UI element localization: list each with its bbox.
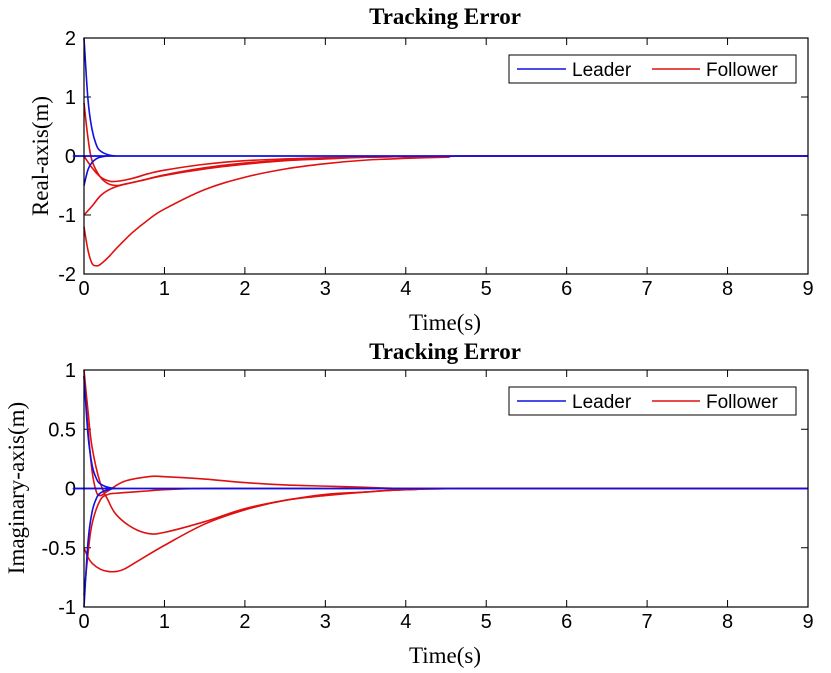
y-axis-label: Imaginary-axis(m)	[4, 402, 29, 574]
series-layer	[72, 37, 809, 267]
chart-real-axis: Tracking Error Time(s) Real-axis(m) 0 1 2 3…	[28, 4, 814, 335]
y-tick-label: -1	[58, 597, 76, 619]
series-layer	[72, 369, 809, 608]
legend-leader-label: Leader	[572, 392, 632, 413]
x-tick-label: 2	[239, 278, 250, 300]
y-tick-label: 0.5	[48, 419, 76, 441]
y-tick-label: 0	[65, 479, 76, 501]
chart-imaginary-axis: Tracking Error Time(s) Imaginary-axis(m)…	[4, 339, 814, 668]
x-axis-label: Time(s)	[409, 310, 481, 335]
plot-frame	[83, 37, 809, 275]
leader-series-line	[72, 155, 808, 186]
x-tick-label: 2	[239, 611, 250, 633]
x-tick-label: 8	[722, 278, 733, 300]
tick-layer: 0 1 2 3 4 5 6 7 8 9 -1 -0.5 0 0.5 1	[42, 360, 814, 633]
plot-frame	[83, 369, 809, 608]
legend: Leader Follower	[508, 386, 797, 416]
leader-series-line	[72, 487, 808, 608]
chart-title: Tracking Error	[369, 339, 521, 364]
y-tick-label: -2	[58, 264, 76, 286]
follower-series-line	[83, 155, 809, 216]
follower-series-line	[83, 487, 809, 573]
x-tick-label: 9	[802, 611, 813, 633]
follower-series-line	[83, 155, 809, 267]
x-tick-label: 4	[400, 278, 411, 300]
x-tick-label: 1	[159, 611, 170, 633]
x-tick-label: 0	[78, 611, 89, 633]
legend-follower-label: Follower	[706, 60, 778, 81]
x-tick-label: 6	[561, 278, 572, 300]
legend-leader-label: Leader	[572, 60, 632, 81]
follower-series-line	[83, 487, 808, 596]
y-tick-label: -0.5	[42, 538, 76, 560]
legend-follower-label: Follower	[706, 392, 778, 413]
chart-title: Tracking Error	[369, 4, 521, 29]
x-tick-label: 7	[642, 278, 653, 300]
y-tick-label: -1	[58, 205, 76, 227]
x-tick-label: 3	[320, 611, 331, 633]
x-tick-label: 8	[722, 611, 733, 633]
x-tick-label: 6	[561, 611, 572, 633]
legend: Leader Follower	[508, 54, 797, 84]
y-tick-label: 0	[65, 146, 76, 168]
y-tick-label: 2	[65, 28, 76, 50]
follower-series-line	[83, 102, 809, 187]
x-tick-label: 0	[78, 278, 89, 300]
x-tick-label: 7	[642, 611, 653, 633]
x-tick-label: 5	[481, 278, 492, 300]
x-tick-label: 1	[159, 278, 170, 300]
y-tick-label: 1	[65, 360, 76, 382]
x-tick-label: 9	[802, 278, 813, 300]
x-axis-label: Time(s)	[409, 643, 481, 668]
y-axis-label: Real-axis(m)	[28, 96, 53, 216]
y-tick-label: 1	[65, 87, 76, 109]
x-tick-label: 3	[320, 278, 331, 300]
x-tick-label: 5	[481, 611, 492, 633]
x-tick-label: 4	[400, 611, 411, 633]
follower-series-line	[83, 155, 809, 183]
